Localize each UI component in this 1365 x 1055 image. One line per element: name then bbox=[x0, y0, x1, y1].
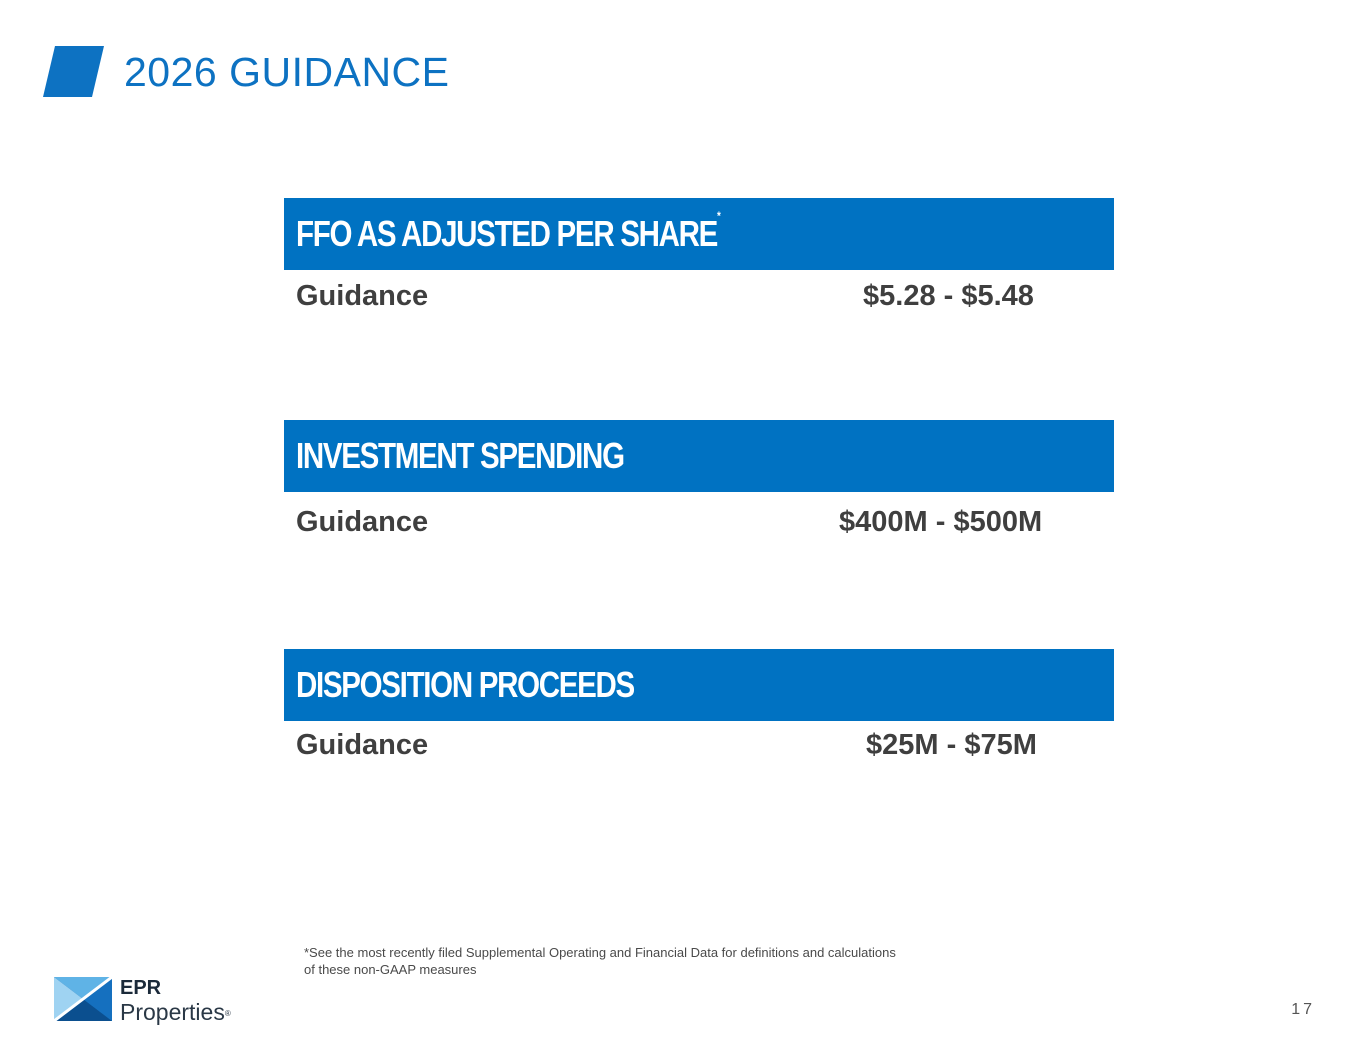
section-header: DISPOSITION PROCEEDS bbox=[284, 649, 1114, 721]
section-title: FFO AS ADJUSTED PER SHARE* bbox=[296, 209, 721, 254]
section-disposition-proceeds: DISPOSITION PROCEEDS Guidance $25M - $75… bbox=[284, 649, 1114, 781]
company-logo: EPR Properties® bbox=[54, 977, 254, 1027]
section-investment-spending: INVESTMENT SPENDING Guidance $400M - $50… bbox=[284, 420, 1114, 552]
guidance-row: Guidance $5.28 - $5.48 bbox=[284, 270, 1114, 330]
guidance-row: Guidance $25M - $75M bbox=[284, 721, 1114, 781]
footnote-line: *See the most recently filed Supplementa… bbox=[304, 945, 896, 960]
section-title: INVESTMENT SPENDING bbox=[296, 435, 625, 476]
row-value: $5.28 - $5.48 bbox=[863, 280, 1034, 312]
footnote: *See the most recently filed Supplementa… bbox=[304, 944, 1024, 978]
page-number: 17 bbox=[1291, 1001, 1315, 1018]
row-label: Guidance bbox=[296, 280, 429, 312]
row-label: Guidance bbox=[296, 729, 429, 761]
section-header: FFO AS ADJUSTED PER SHARE* bbox=[284, 198, 1114, 270]
row-value: $400M - $500M bbox=[839, 506, 1043, 538]
section-ffo: FFO AS ADJUSTED PER SHARE* Guidance $5.2… bbox=[284, 198, 1114, 330]
page-title: 2026 GUIDANCE bbox=[124, 49, 450, 95]
footnote-line: of these non-GAAP measures bbox=[304, 962, 477, 977]
section-title: DISPOSITION PROCEEDS bbox=[296, 664, 635, 705]
logo-text-secondary: Properties® bbox=[120, 999, 231, 1025]
title-accent-parallelogram bbox=[43, 46, 104, 97]
section-header: INVESTMENT SPENDING bbox=[284, 420, 1114, 492]
footnote-marker: * bbox=[716, 209, 721, 223]
registered-mark: ® bbox=[224, 1009, 231, 1018]
logo-text-primary: EPR bbox=[120, 977, 162, 999]
logo-mark-icon bbox=[54, 977, 112, 1021]
guidance-row: Guidance $400M - $500M bbox=[284, 492, 1114, 552]
row-label: Guidance bbox=[296, 506, 429, 538]
row-value: $25M - $75M bbox=[866, 729, 1037, 761]
